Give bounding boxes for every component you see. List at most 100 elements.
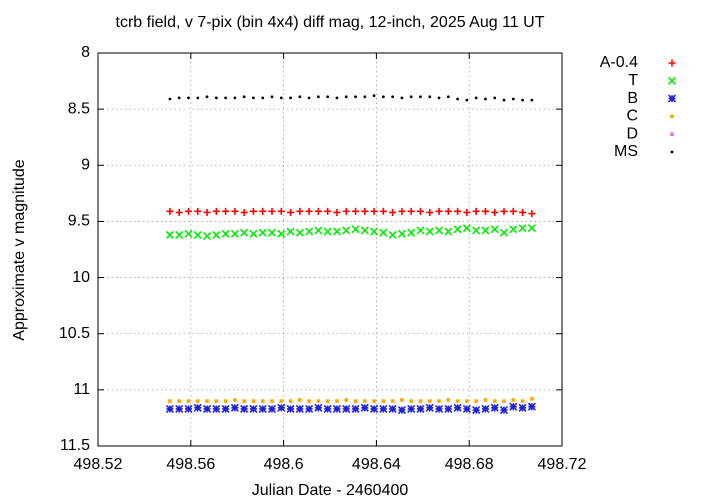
data-point xyxy=(361,207,369,215)
data-point xyxy=(490,225,499,234)
data-point xyxy=(484,97,487,101)
x-tick-label: 498.52 xyxy=(74,456,123,473)
data-point xyxy=(252,96,255,100)
data-point xyxy=(363,399,367,403)
data-point xyxy=(428,95,432,99)
data-point xyxy=(335,399,339,403)
data-point xyxy=(491,208,499,216)
data-point xyxy=(400,398,404,402)
data-point xyxy=(307,399,311,403)
y-tick-label: 8 xyxy=(81,44,90,61)
data-point xyxy=(267,404,277,414)
data-point xyxy=(398,207,406,215)
data-point xyxy=(193,230,202,239)
x-axis-label: Julian Date - 2460400 xyxy=(252,482,409,499)
data-point xyxy=(465,98,469,102)
data-point xyxy=(416,226,425,235)
data-point xyxy=(187,96,190,100)
data-point xyxy=(212,230,221,239)
data-point xyxy=(397,229,406,238)
data-point xyxy=(527,402,536,411)
data-point xyxy=(372,399,376,403)
data-point xyxy=(249,404,258,414)
data-point xyxy=(416,207,424,215)
data-point xyxy=(240,208,248,216)
data-point xyxy=(400,96,404,100)
data-point xyxy=(472,406,481,415)
data-point xyxy=(474,399,478,403)
legend-marker xyxy=(667,76,677,85)
data-point xyxy=(175,208,183,216)
legend-label: T xyxy=(628,72,638,89)
data-point xyxy=(287,208,295,216)
data-point xyxy=(434,226,444,235)
data-point xyxy=(195,399,200,403)
data-point xyxy=(230,403,239,412)
data-point xyxy=(527,224,536,233)
data-point xyxy=(379,207,387,215)
data-point xyxy=(196,96,200,100)
data-point xyxy=(465,399,469,403)
data-point xyxy=(286,227,295,236)
data-point xyxy=(370,207,378,215)
data-point xyxy=(363,95,367,99)
data-point xyxy=(168,97,172,101)
data-point xyxy=(251,399,256,403)
data-point xyxy=(434,404,444,414)
data-point xyxy=(298,95,302,99)
data-point xyxy=(444,227,453,236)
data-point xyxy=(230,229,239,238)
data-point xyxy=(360,226,369,235)
data-point xyxy=(344,398,349,402)
data-point xyxy=(453,225,462,234)
data-point xyxy=(289,96,292,100)
y-tick-label: 10.5 xyxy=(59,325,90,342)
data-point xyxy=(305,207,313,215)
plot-frame xyxy=(97,52,563,447)
data-point xyxy=(492,399,497,403)
y-tick-label: 11.5 xyxy=(60,437,90,454)
data-point xyxy=(277,207,285,215)
data-point xyxy=(295,228,304,237)
y-tick-label: 9 xyxy=(81,157,90,174)
data-point xyxy=(305,404,314,414)
data-point xyxy=(177,399,181,403)
data-point xyxy=(409,399,413,403)
data-point xyxy=(305,227,314,236)
data-point xyxy=(342,226,351,235)
legend-label: C xyxy=(626,108,638,125)
data-point xyxy=(332,404,342,414)
data-point xyxy=(509,225,518,234)
x-tick-label: 498.6 xyxy=(264,456,304,473)
data-point xyxy=(342,207,350,215)
data-point xyxy=(224,96,228,100)
data-point xyxy=(184,207,192,215)
legend-label: A-0.4 xyxy=(600,54,638,71)
data-point xyxy=(370,227,379,236)
data-point xyxy=(296,207,304,215)
data-point xyxy=(352,207,360,215)
data-point xyxy=(372,94,376,98)
data-point xyxy=(344,95,348,99)
data-point xyxy=(446,95,450,99)
data-point xyxy=(499,406,509,415)
data-point xyxy=(242,95,246,99)
data-point xyxy=(425,403,434,412)
y-axis-label: Approximate v magnitude xyxy=(11,159,28,341)
data-point xyxy=(511,97,515,101)
data-point xyxy=(324,207,332,215)
data-point xyxy=(419,95,422,99)
legend-marker xyxy=(670,132,674,136)
data-point xyxy=(353,399,358,403)
data-point xyxy=(474,96,478,100)
data-point xyxy=(444,207,452,215)
legend-marker xyxy=(668,59,676,67)
data-point xyxy=(379,228,388,237)
data-point xyxy=(437,399,441,403)
x-tick-label: 498.56 xyxy=(166,456,215,473)
data-point xyxy=(481,207,489,215)
data-point xyxy=(221,229,230,238)
data-point xyxy=(175,404,184,414)
data-point xyxy=(456,97,459,101)
